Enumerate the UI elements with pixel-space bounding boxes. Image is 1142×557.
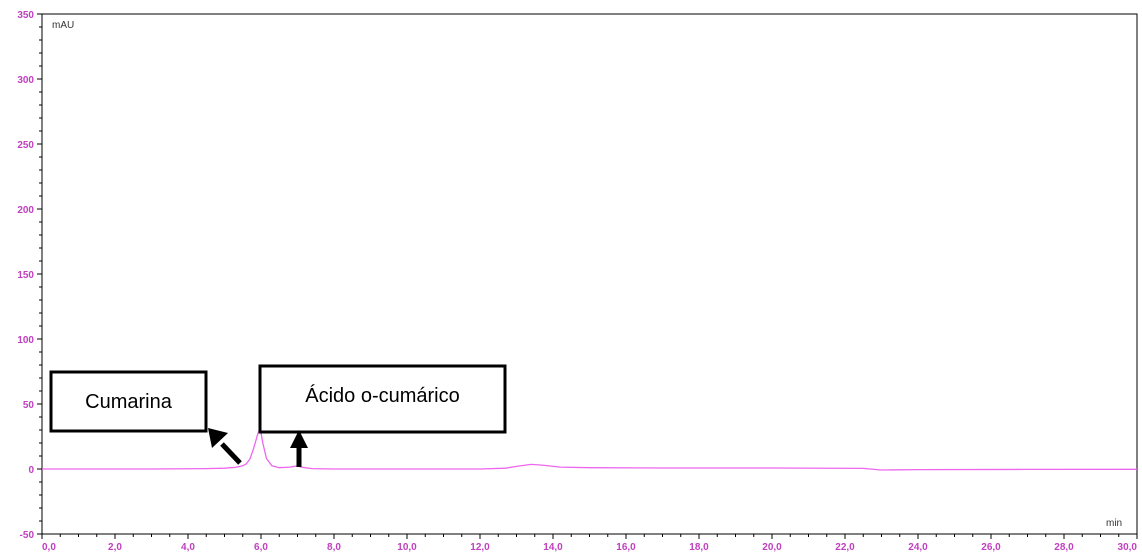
y-axis-unit-label: mAU	[52, 20, 74, 31]
x-tick-label: 28,0	[1054, 542, 1074, 553]
x-tick-label: 14,0	[543, 542, 563, 553]
y-tick-label: 250	[17, 140, 34, 151]
y-tick-label: 300	[17, 75, 34, 86]
x-tick-label: 22,0	[835, 542, 855, 553]
y-tick-label: 50	[23, 400, 35, 411]
callout-acido-o-cumarico: Ácido o-cumárico	[258, 364, 507, 434]
x-tick-label: 20,0	[762, 542, 782, 553]
y-axis-ticks: -50 0 50 100 150 200 250 300 350	[17, 10, 42, 541]
arrow-to-acido-o-cumarico	[290, 430, 308, 467]
x-tick-label: 18,0	[689, 542, 709, 553]
y-tick-label: 350	[17, 10, 34, 21]
arrow-to-cumarina	[208, 428, 242, 465]
x-axis-ticks: 0,0 2,0 4,0 6,0 8,0 10,0 12,0 14,0 16,0 18,0 20,0 2…	[41, 534, 1138, 553]
x-tick-label: 26,0	[981, 542, 1001, 553]
x-tick-label: 12,0	[470, 542, 490, 553]
x-axis-unit-label: min	[1106, 518, 1122, 529]
callout-cumarina: Cumarina	[49, 370, 208, 433]
callout-label: Ácido o-cumárico	[305, 384, 460, 407]
callout-box	[258, 364, 507, 434]
arrow-head	[208, 428, 228, 448]
chromatogram-trace	[42, 428, 1138, 471]
y-tick-label: 0	[28, 465, 34, 476]
arrow-head	[290, 430, 308, 448]
x-tick-label: 30,0	[1118, 542, 1138, 553]
callout-box	[49, 370, 208, 433]
y-tick-label: 150	[17, 270, 34, 281]
x-tick-label: 2,0	[108, 542, 122, 553]
y-tick-label: 200	[17, 205, 34, 216]
x-tick-label: 6,0	[254, 542, 268, 553]
x-tick-label: 4,0	[181, 542, 195, 553]
y-tick-label: -50	[20, 530, 35, 541]
x-tick-label: 16,0	[616, 542, 636, 553]
y-tick-label: 100	[17, 335, 34, 346]
x-tick-label: 0,0	[42, 542, 56, 553]
x-tick-label: 10,0	[397, 542, 417, 553]
x-tick-label: 24,0	[908, 542, 928, 553]
callout-label: Cumarina	[85, 391, 173, 413]
x-tick-label: 8,0	[327, 542, 341, 553]
plot-frame	[41, 13, 1138, 535]
